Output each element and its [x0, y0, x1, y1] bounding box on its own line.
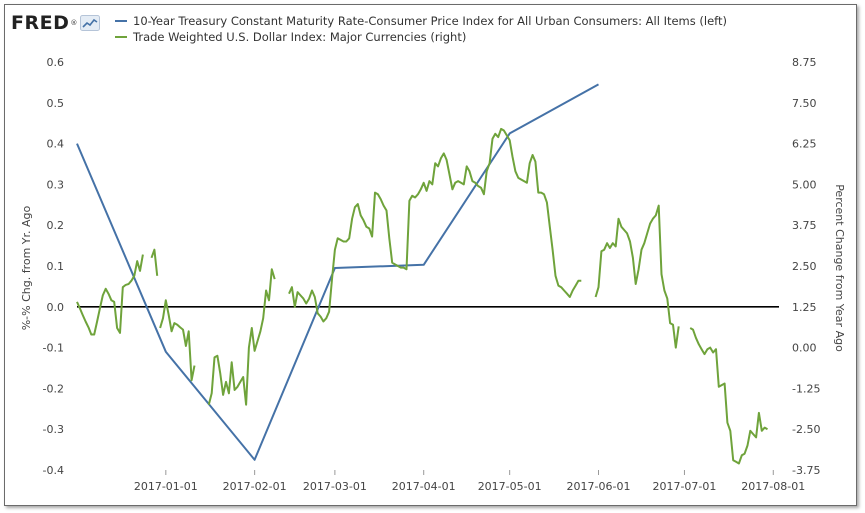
right-axis-label: Percent Change from Year Ago [833, 184, 846, 352]
logo-reg-mark: ® [70, 19, 78, 27]
left-tick-label: -0.2 [43, 382, 64, 395]
left-tick-label: -0.1 [43, 342, 64, 355]
left-tick-label: 0.2 [47, 219, 65, 232]
legend-label: 10-Year Treasury Constant Maturity Rate-… [133, 14, 727, 28]
series-line-dollar-index [150, 248, 159, 276]
right-tick-label: -3.75 [792, 464, 820, 477]
series-line-dollar-index [689, 327, 768, 465]
fred-logo: FRED ® [11, 12, 101, 34]
right-tick-label: 7.50 [792, 97, 817, 110]
right-tick-label: 3.75 [792, 219, 817, 232]
x-tick-label: 2017-03-01 [303, 480, 367, 493]
series-line-treasury-cpi [76, 83, 599, 461]
x-tick-label: 2017-07-01 [652, 480, 716, 493]
series-line-dollar-index [288, 127, 582, 323]
left-tick-label: 0.5 [47, 97, 65, 110]
legend-label: Trade Weighted U.S. Dollar Index: Major … [133, 30, 467, 44]
left-tick-label: 0.3 [47, 178, 65, 191]
legend-swatch-blue [115, 20, 127, 22]
left-tick-label: 0.4 [47, 138, 65, 151]
left-tick-label: 0.6 [47, 56, 65, 69]
x-tick-label: 2017-04-01 [392, 480, 456, 493]
right-tick-label: -2.50 [792, 423, 820, 436]
left-axis-label: %-% Chg. from Yr. Ago [20, 205, 33, 330]
left-tick-label: 0.0 [47, 301, 65, 314]
series-line-dollar-index [207, 268, 276, 406]
series-line-dollar-index [76, 254, 144, 336]
x-tick-label: 2017-02-01 [223, 480, 287, 493]
right-tick-label: 5.00 [792, 178, 817, 191]
x-tick-label: 2017-01-01 [134, 480, 198, 493]
legend-item-treasury-cpi: 10-Year Treasury Constant Maturity Rate-… [115, 13, 727, 29]
legend-swatch-green [115, 36, 127, 38]
right-tick-label: -1.25 [792, 382, 820, 395]
chart-logo-icon [80, 15, 101, 31]
series-line-dollar-index [159, 299, 196, 382]
left-tick-label: 0.1 [47, 260, 65, 273]
x-tick-label: 2017-05-01 [478, 480, 542, 493]
x-tick-label: 2017-06-01 [567, 480, 631, 493]
x-tick-label: 2017-08-01 [741, 480, 805, 493]
logo-text: FRED [11, 12, 70, 34]
right-tick-label: 8.75 [792, 56, 817, 69]
right-tick-label: 6.25 [792, 138, 817, 151]
legend-item-dollar-index: Trade Weighted U.S. Dollar Index: Major … [115, 29, 727, 45]
right-tick-label: 1.25 [792, 301, 817, 314]
legend: 10-Year Treasury Constant Maturity Rate-… [115, 13, 727, 45]
left-tick-label: -0.3 [43, 423, 64, 436]
right-tick-label: 0.00 [792, 342, 817, 355]
right-tick-label: 2.50 [792, 260, 817, 273]
series-line-dollar-index [594, 204, 680, 349]
left-tick-label: -0.4 [43, 464, 64, 477]
